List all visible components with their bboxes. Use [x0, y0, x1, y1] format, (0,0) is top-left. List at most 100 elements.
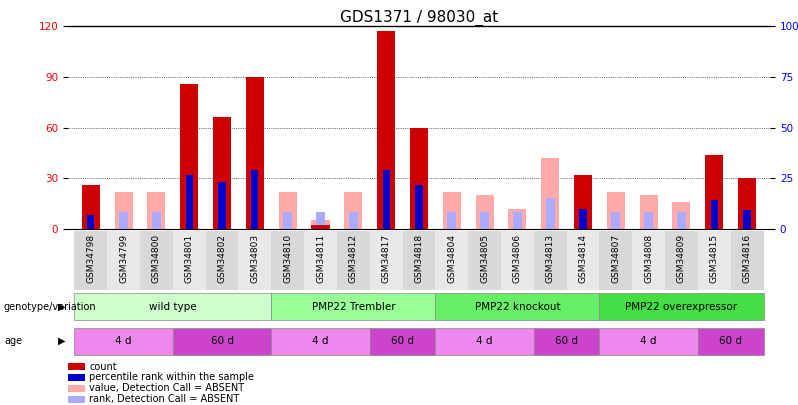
Text: PMP22 knockout: PMP22 knockout	[475, 302, 560, 312]
Text: 4 d: 4 d	[116, 336, 132, 346]
Bar	[513, 212, 522, 229]
Bar	[219, 181, 226, 229]
Bar	[599, 328, 698, 355]
Text: GSM34813: GSM34813	[546, 234, 555, 283]
Text: GSM34814: GSM34814	[579, 234, 587, 283]
Bar	[447, 212, 456, 229]
Bar	[186, 175, 193, 229]
Text: rank, Detection Call = ABSENT: rank, Detection Call = ABSENT	[89, 394, 239, 404]
Bar	[731, 231, 764, 290]
Bar	[534, 328, 599, 355]
Bar	[738, 178, 757, 229]
Text: GSM34800: GSM34800	[152, 234, 161, 283]
Bar	[369, 328, 436, 355]
Text: GSM34817: GSM34817	[381, 234, 391, 283]
Bar	[436, 328, 534, 355]
Bar	[508, 209, 527, 229]
Bar	[402, 231, 436, 290]
Text: GSM34803: GSM34803	[251, 234, 259, 283]
Bar	[677, 212, 686, 229]
Text: GSM34805: GSM34805	[480, 234, 489, 283]
Bar	[567, 231, 599, 290]
Bar	[81, 185, 100, 229]
Bar	[206, 231, 239, 290]
Bar	[74, 231, 107, 290]
Bar	[304, 231, 337, 290]
Bar	[119, 212, 128, 229]
Bar	[115, 192, 132, 229]
Text: percentile rank within the sample: percentile rank within the sample	[89, 373, 255, 382]
Bar	[173, 231, 206, 290]
Text: 4 d: 4 d	[641, 336, 657, 346]
Bar	[271, 328, 369, 355]
Bar	[705, 155, 723, 229]
Bar	[744, 210, 751, 229]
Bar	[534, 231, 567, 290]
Text: wild type: wild type	[149, 302, 196, 312]
Title: GDS1371 / 98030_at: GDS1371 / 98030_at	[340, 10, 498, 26]
Text: GSM34804: GSM34804	[447, 234, 456, 283]
Text: GSM34806: GSM34806	[513, 234, 522, 283]
Bar	[271, 231, 304, 290]
Bar	[611, 212, 620, 229]
Bar	[476, 195, 494, 229]
Text: 60 d: 60 d	[391, 336, 414, 346]
Text: GSM34801: GSM34801	[185, 234, 194, 283]
Bar	[87, 215, 94, 229]
Bar	[148, 192, 165, 229]
Bar	[311, 226, 330, 229]
Bar	[541, 158, 559, 229]
Text: 4 d: 4 d	[312, 336, 329, 346]
Bar	[173, 328, 271, 355]
Text: GSM34810: GSM34810	[283, 234, 292, 283]
Bar	[480, 212, 489, 229]
Text: 60 d: 60 d	[719, 336, 742, 346]
Bar	[377, 32, 395, 229]
Bar	[140, 231, 173, 290]
Text: PMP22 Trembler: PMP22 Trembler	[311, 302, 395, 312]
Text: GSM34818: GSM34818	[414, 234, 424, 283]
Text: 60 d: 60 d	[211, 336, 234, 346]
Text: GSM34808: GSM34808	[644, 234, 653, 283]
Bar	[574, 175, 592, 229]
Text: genotype/variation: genotype/variation	[4, 302, 97, 312]
Text: age: age	[4, 336, 22, 346]
Bar	[415, 185, 423, 229]
Bar	[711, 200, 718, 229]
Text: GSM34802: GSM34802	[218, 234, 227, 283]
Text: GSM34807: GSM34807	[611, 234, 620, 283]
Bar	[74, 328, 173, 355]
Bar	[698, 328, 764, 355]
Text: ▶: ▶	[58, 302, 65, 312]
Bar	[436, 231, 468, 290]
Text: GSM34811: GSM34811	[316, 234, 325, 283]
Bar	[279, 192, 297, 229]
Bar	[382, 170, 389, 229]
Bar	[213, 117, 231, 229]
Text: GSM34815: GSM34815	[709, 234, 719, 283]
Bar	[107, 231, 140, 290]
Bar	[349, 212, 358, 229]
Text: GSM34798: GSM34798	[86, 234, 95, 283]
Bar	[673, 202, 690, 229]
Bar	[468, 231, 501, 290]
Text: 60 d: 60 d	[555, 336, 578, 346]
Bar	[443, 192, 460, 229]
Bar	[369, 231, 402, 290]
Bar	[579, 209, 587, 229]
Bar	[640, 195, 658, 229]
Bar	[239, 231, 271, 290]
Bar	[180, 84, 198, 229]
Bar	[271, 293, 436, 320]
Bar	[246, 77, 264, 229]
Bar	[337, 231, 369, 290]
Bar	[501, 231, 534, 290]
Bar	[644, 212, 654, 229]
Text: GSM34812: GSM34812	[349, 234, 358, 283]
Bar	[74, 293, 271, 320]
Bar	[632, 231, 665, 290]
Text: ▶: ▶	[58, 336, 65, 346]
Bar	[606, 192, 625, 229]
Text: GSM34799: GSM34799	[119, 234, 128, 283]
Bar	[599, 293, 764, 320]
